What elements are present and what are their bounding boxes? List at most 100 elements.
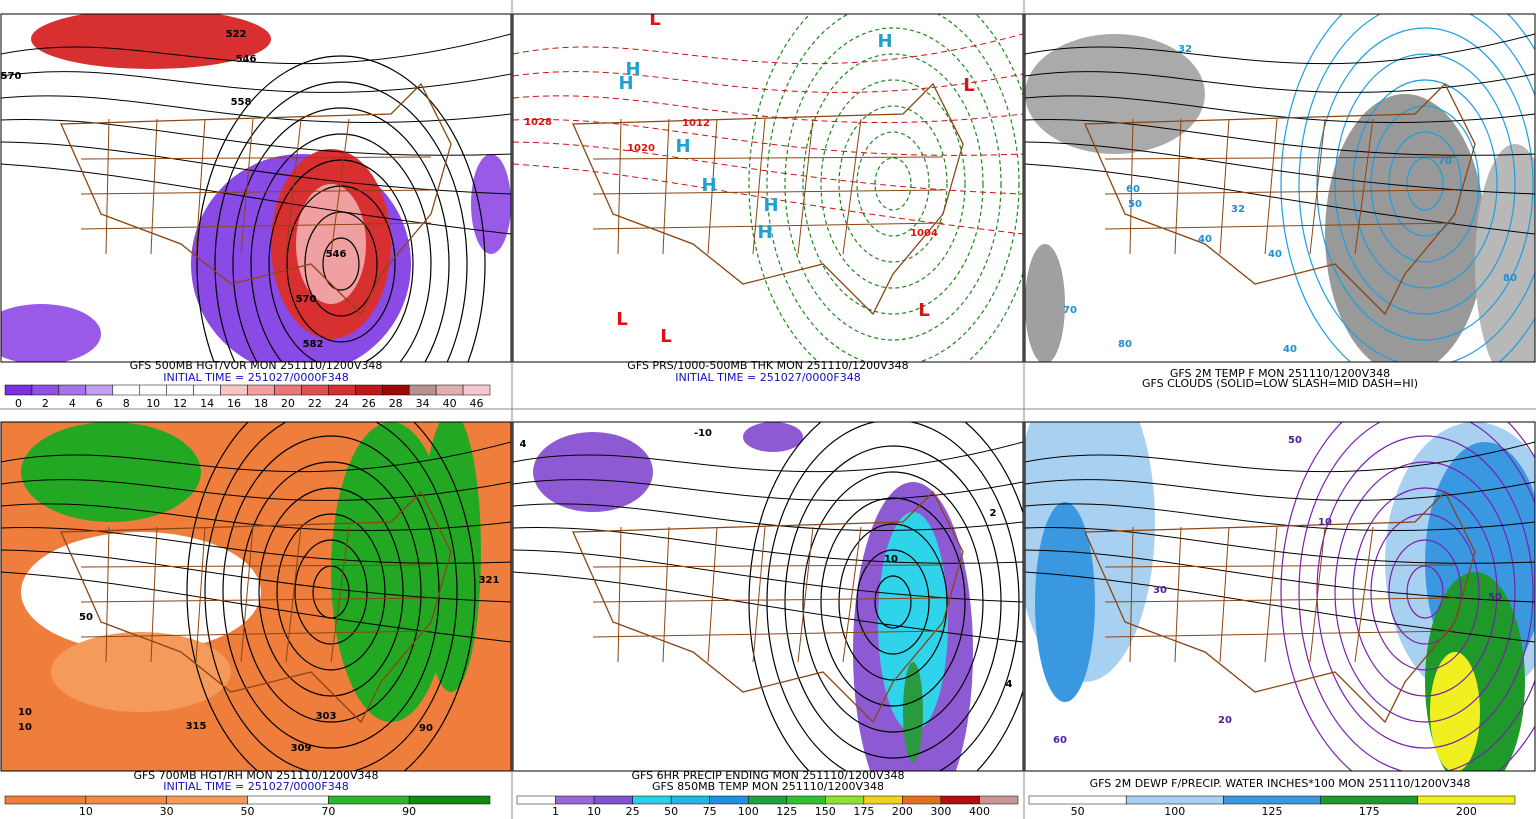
colorbar-label: 125	[1262, 805, 1283, 818]
contour-line	[1025, 33, 1535, 65]
map-label: 10	[1318, 517, 1332, 528]
colorbar-label: 28	[389, 397, 403, 410]
map-panel: 4 4 2 -10 10 GFS 6HR PRECIP ENDING MON 251110…	[512, 421, 1024, 818]
contour-line	[513, 503, 1023, 531]
map-label: 40	[1268, 249, 1282, 260]
shaded-region	[21, 422, 201, 522]
shaded-region	[471, 154, 511, 254]
state-border	[1354, 118, 1374, 255]
colorbar-label: 16	[227, 397, 241, 410]
map-label: 315	[186, 721, 207, 732]
colorbar-swatch	[31, 384, 60, 396]
map-label: 60	[1126, 184, 1140, 195]
shaded-region	[903, 662, 923, 762]
contour-line	[1025, 549, 1535, 603]
state-border	[592, 156, 944, 160]
colorbar-swatch	[1028, 795, 1127, 805]
contour-line	[1025, 479, 1535, 501]
colorbar-label: 12	[173, 397, 187, 410]
map-label: 80	[1503, 273, 1517, 284]
map-background	[513, 14, 1023, 362]
contour-line	[1025, 571, 1535, 643]
colorbar-swatch	[979, 795, 1019, 805]
state-border	[195, 118, 206, 255]
colorbar-swatch	[555, 795, 595, 805]
contour-line	[1025, 141, 1535, 195]
colorbar-swatch	[193, 384, 221, 396]
map-label: 70	[1063, 305, 1077, 316]
contour-line	[1, 479, 511, 501]
colorbar-swatch	[4, 384, 33, 396]
map-label: 50	[1128, 199, 1142, 210]
state-border	[80, 630, 432, 638]
contour-line	[1025, 95, 1535, 123]
colorbar-swatch	[462, 384, 491, 396]
colorbar-label: 10	[146, 397, 160, 410]
colorbar-label: 75	[703, 805, 717, 818]
contour-line	[1, 163, 511, 235]
colorbar-label: 4	[69, 397, 76, 410]
map-label: 40	[1283, 344, 1297, 355]
contour-line	[322, 237, 360, 291]
contour-line	[1, 119, 511, 156]
contour-line	[232, 107, 450, 362]
colorbar-swatch	[408, 384, 437, 396]
map-label: H	[618, 73, 633, 94]
contour-line	[1334, 53, 1516, 315]
shaded-region	[878, 512, 948, 732]
contour-line	[874, 157, 912, 211]
contour-line	[513, 441, 1023, 473]
contour-line	[784, 445, 1002, 759]
map-label: 20	[1218, 715, 1232, 726]
contour-line	[856, 131, 930, 237]
contour-line	[1298, 422, 1535, 771]
colorbar-swatch	[85, 384, 114, 396]
state-border	[592, 564, 944, 568]
map-label: 1028	[524, 117, 552, 128]
contour-line	[802, 471, 984, 733]
caption: GFS CLOUDS (SOLID=LOW SLASH=MID DASH=HI)	[1142, 377, 1418, 390]
map-label: 309	[291, 743, 312, 754]
colorbar-label: 70	[321, 805, 335, 818]
state-border	[1104, 630, 1456, 638]
colorbar-swatch	[709, 795, 749, 805]
map-area: 32 32 40 40 40 50 60 70 70 80 80	[1025, 14, 1535, 362]
contour-line	[784, 27, 1002, 341]
map-label: L	[660, 326, 671, 347]
caption: INITIAL TIME = 251027/0000F348	[675, 371, 860, 384]
state-border	[1129, 118, 1134, 255]
contour-line	[513, 33, 1023, 65]
colorbar-swatch	[1417, 795, 1516, 805]
colorbar-swatch	[381, 384, 410, 396]
colorbar-swatch	[166, 384, 194, 396]
contour-line	[1, 571, 511, 643]
colorbar-swatch	[593, 795, 633, 805]
map-label: 570	[296, 294, 317, 305]
state-border	[662, 118, 670, 255]
map-label: 303	[316, 711, 337, 722]
colorbar-swatch	[247, 795, 329, 805]
state-border	[842, 118, 862, 255]
colorbar-swatch	[786, 795, 826, 805]
state-border	[617, 118, 622, 255]
contour-line	[1316, 435, 1534, 749]
contour-line	[258, 487, 404, 697]
state-border	[1104, 189, 1456, 195]
map-label: -10	[694, 428, 712, 439]
map-label: 50	[1488, 592, 1502, 603]
state-border	[60, 490, 452, 724]
map-label: L	[649, 9, 660, 30]
shaded-region	[21, 532, 261, 652]
colorbar-label: 25	[626, 805, 640, 818]
state-border	[572, 82, 964, 316]
state-border	[1104, 156, 1456, 160]
shaded-region	[51, 632, 231, 712]
colorbar-swatch	[85, 795, 167, 805]
state-border	[662, 526, 670, 663]
contour-line	[1370, 105, 1480, 263]
state-border	[592, 222, 944, 230]
state-border	[592, 597, 944, 603]
contour-line	[214, 81, 468, 362]
map-label: 570	[1, 71, 22, 82]
